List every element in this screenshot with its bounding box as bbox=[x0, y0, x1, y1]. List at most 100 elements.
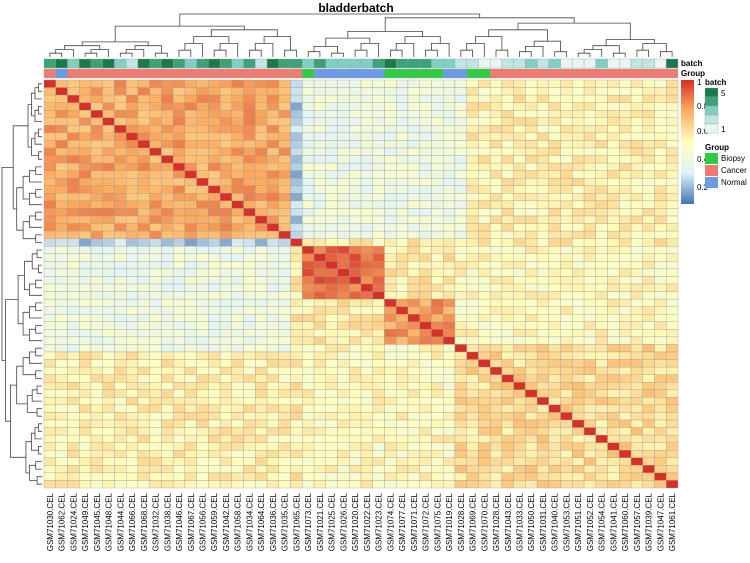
group-annotation-cell bbox=[501, 68, 514, 79]
heatmap-cell bbox=[255, 94, 268, 103]
dendrogram-branch bbox=[213, 49, 227, 57]
heatmap-cell bbox=[384, 472, 397, 481]
heatmap-cell bbox=[161, 147, 174, 156]
heatmap-cell bbox=[372, 412, 385, 421]
heatmap-cell bbox=[466, 117, 479, 126]
heatmap-cell bbox=[90, 79, 103, 88]
heatmap-cell bbox=[290, 178, 303, 186]
heatmap-cell bbox=[548, 268, 561, 277]
heatmap-cell bbox=[372, 193, 385, 202]
heatmap-cell bbox=[102, 351, 115, 360]
heatmap-cell bbox=[360, 382, 373, 390]
heatmap-cell bbox=[196, 178, 209, 186]
heatmap-cell bbox=[407, 480, 420, 489]
heatmap-cell bbox=[149, 382, 162, 390]
heatmap-cell bbox=[313, 125, 326, 134]
dendrogram-branch bbox=[25, 441, 32, 474]
heatmap-cell bbox=[525, 412, 538, 421]
heatmap-cell bbox=[372, 442, 385, 451]
heatmap-cell bbox=[79, 170, 92, 179]
heatmap-cell bbox=[266, 193, 279, 202]
batch-annotation-cell bbox=[360, 58, 373, 69]
heatmap-cell bbox=[630, 246, 643, 254]
heatmap-cell bbox=[654, 268, 667, 277]
heatmap-cell bbox=[630, 223, 643, 232]
heatmap-cell bbox=[126, 351, 139, 360]
heatmap-cell bbox=[466, 178, 479, 186]
group-legend-swatch-biopsy bbox=[705, 153, 718, 164]
heatmap-cell bbox=[478, 94, 491, 103]
heatmap-cell bbox=[172, 298, 186, 307]
heatmap-cell bbox=[619, 419, 632, 428]
heatmap-cell bbox=[55, 253, 68, 262]
batch-annotation-cell bbox=[642, 58, 655, 69]
heatmap-cell bbox=[55, 140, 68, 149]
heatmap-cell bbox=[161, 110, 174, 118]
heatmap-cell bbox=[290, 223, 303, 232]
heatmap-cell bbox=[114, 185, 127, 194]
heatmap-cell bbox=[349, 321, 362, 330]
heatmap-cell bbox=[55, 298, 68, 307]
heatmap-cell bbox=[525, 450, 538, 458]
heatmap-cell bbox=[384, 298, 397, 307]
heatmap-cell bbox=[407, 117, 420, 126]
heatmap-cell bbox=[560, 132, 573, 141]
heatmap-cell bbox=[666, 291, 679, 300]
heatmap-cell bbox=[43, 268, 56, 277]
heatmap-cell bbox=[630, 427, 643, 436]
heatmap-cell bbox=[560, 306, 573, 315]
batch-annotation-cell bbox=[560, 58, 573, 69]
heatmap-cell bbox=[161, 427, 174, 436]
heatmap-cell bbox=[407, 162, 420, 171]
heatmap-cell bbox=[607, 140, 620, 149]
heatmap-cell bbox=[278, 79, 291, 88]
heatmap-cell bbox=[407, 170, 420, 179]
heatmap-cell bbox=[196, 351, 209, 360]
heatmap-cell bbox=[443, 132, 456, 141]
heatmap-cell bbox=[478, 140, 491, 149]
dendrogram-branch bbox=[35, 279, 42, 289]
heatmap-cell bbox=[466, 87, 479, 96]
heatmap-cell bbox=[630, 276, 643, 285]
heatmap-cell bbox=[513, 374, 526, 383]
heatmap-cell bbox=[313, 298, 326, 307]
heatmap-cell bbox=[654, 291, 667, 300]
heatmap-cell bbox=[290, 291, 303, 300]
heatmap-cell bbox=[454, 457, 467, 466]
heatmap-cell bbox=[231, 253, 244, 262]
heatmap-cell bbox=[219, 336, 233, 345]
dendrogram-branch bbox=[184, 43, 203, 57]
dendrogram-branch bbox=[36, 408, 42, 417]
heatmap-cell bbox=[360, 472, 373, 481]
heatmap-cell bbox=[43, 185, 56, 194]
dendrogram-branch bbox=[384, 17, 575, 32]
heatmap-cell bbox=[525, 208, 538, 217]
heatmap-cell bbox=[666, 374, 679, 383]
heatmap-cell bbox=[43, 291, 56, 300]
heatmap-cell bbox=[231, 238, 244, 247]
heatmap-cell bbox=[431, 419, 444, 428]
heatmap-cell bbox=[266, 457, 279, 466]
heatmap-cell bbox=[489, 434, 503, 443]
heatmap-cell bbox=[654, 238, 667, 247]
heatmap-cell bbox=[302, 253, 315, 262]
heatmap-cell bbox=[654, 450, 667, 458]
heatmap-cell bbox=[419, 200, 432, 209]
dendrogram-branch bbox=[636, 49, 649, 57]
heatmap-cell bbox=[501, 283, 514, 292]
heatmap-cell bbox=[114, 276, 127, 285]
heatmap-cell bbox=[666, 140, 679, 149]
heatmap-cell bbox=[137, 450, 150, 458]
heatmap-cell bbox=[454, 314, 467, 322]
heatmap-cell bbox=[407, 427, 420, 436]
batch-annotation-cell bbox=[79, 58, 92, 69]
heatmap-cell bbox=[243, 412, 256, 421]
heatmap-cell bbox=[384, 366, 397, 375]
heatmap-cell bbox=[137, 419, 150, 428]
heatmap-cell bbox=[607, 321, 620, 330]
heatmap-cell bbox=[255, 162, 268, 171]
heatmap-cell bbox=[607, 170, 620, 179]
heatmap-cell bbox=[43, 147, 56, 156]
heatmap-cell bbox=[384, 223, 397, 232]
heatmap-cell bbox=[219, 480, 233, 489]
